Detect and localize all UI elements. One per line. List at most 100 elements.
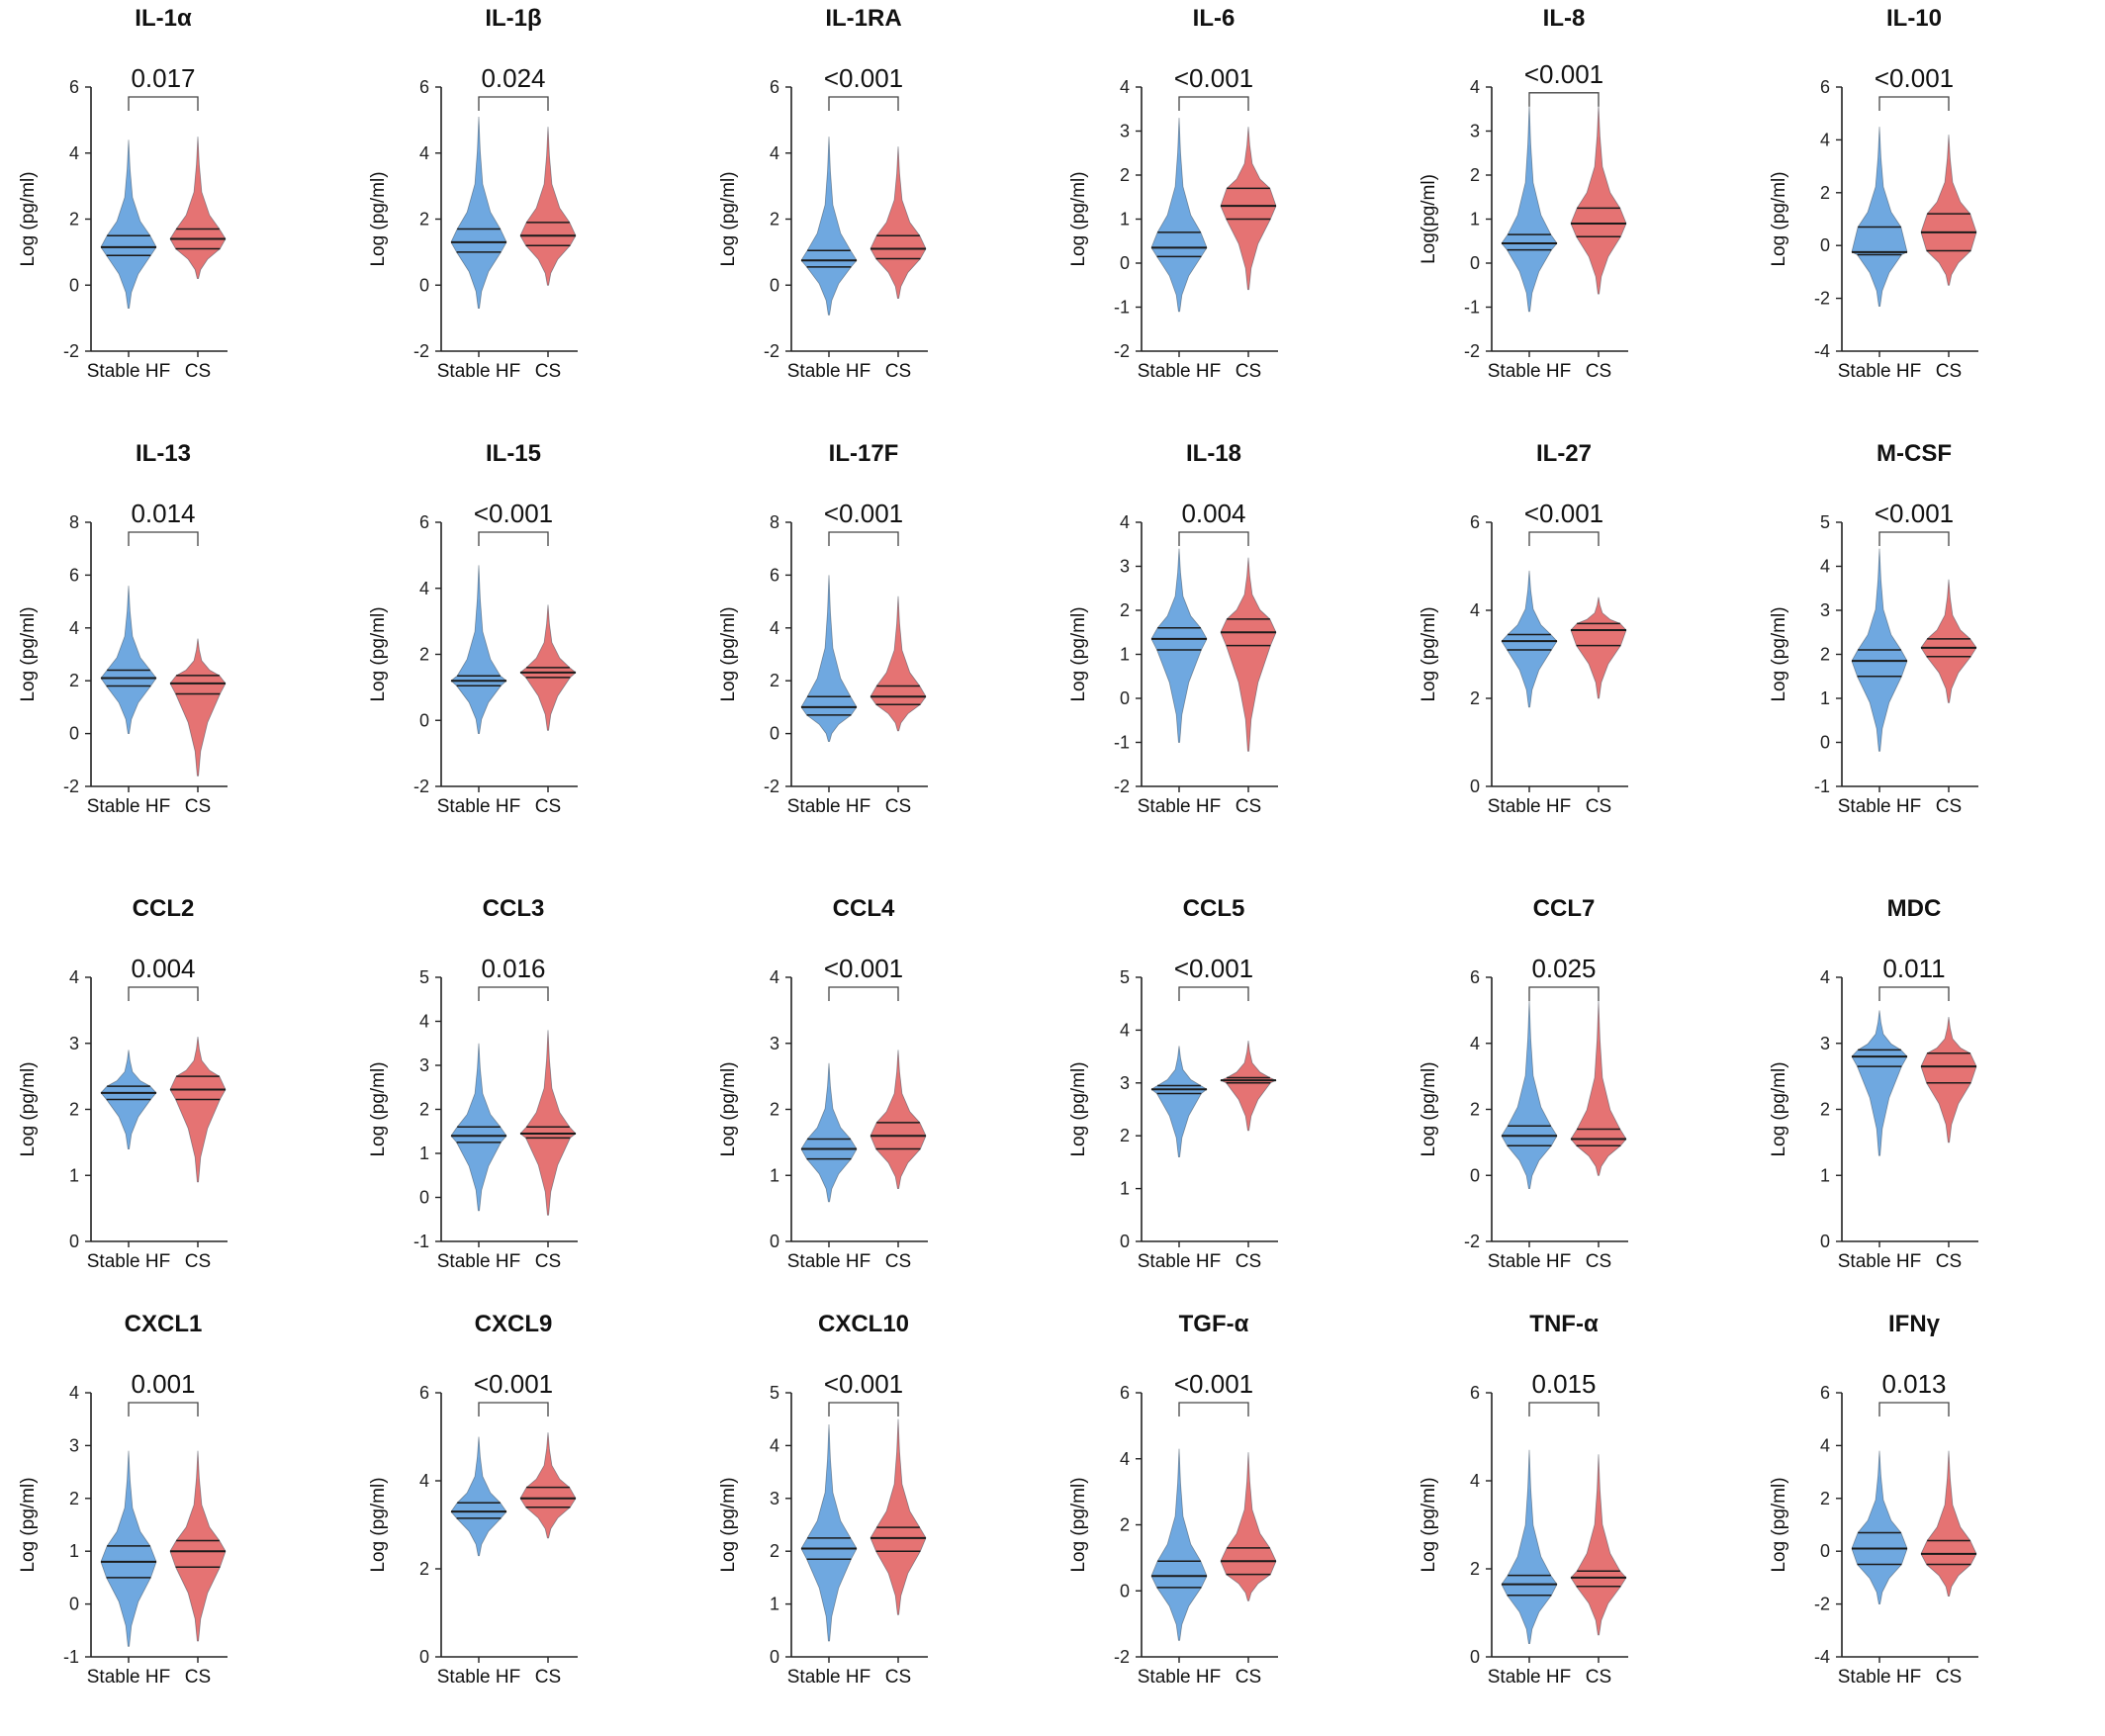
p-value-label: <0.001 (1174, 1369, 1253, 1399)
violin-cs (169, 137, 227, 279)
significance-bracket (128, 986, 199, 1001)
y-tick-label: -1 (413, 1232, 429, 1251)
violin-chart-svg: IL-1RA -2 0 2 4 6 Log (pg/ml) Stable HF CS <0.001 (718, 5, 928, 382)
y-axis-label: Log (pg/ml) (18, 1061, 39, 1156)
y-tick-label: 0 (419, 1188, 429, 1208)
violin-stable-hf (1150, 548, 1208, 743)
x-category-label: CS (535, 796, 561, 817)
y-tick-label: 0 (770, 1232, 779, 1251)
violin-panel: CXCL1 -1 0 1 2 3 4 Log (pg/ml) Stable HF CS 0.001 (0, 1306, 350, 1736)
y-tick-label: 4 (419, 1012, 429, 1032)
violin-chart-svg: MDC 0 1 2 3 4 Log (pg/ml) Stable HF CS 0.011 (1769, 895, 1978, 1272)
y-tick-label: -2 (1464, 1232, 1480, 1251)
violin-panel: CCL2 0 1 2 3 4 Log (pg/ml) Stable HF CS 0.004 (0, 890, 350, 1321)
y-tick-label: 3 (1120, 557, 1130, 577)
violin-stable-hf (800, 1062, 858, 1203)
x-category-label: Stable HF (1838, 796, 1921, 817)
x-category-label: CS (1586, 1667, 1611, 1688)
panel-title: IL-17F (829, 440, 899, 467)
y-tick-label: 2 (770, 1100, 779, 1120)
violin-stable-hf (100, 1450, 157, 1647)
violin-panel: IL-10 -4 -2 0 2 4 6 Log (pg/ml) Stable HF CS <0.00… (1751, 0, 2101, 430)
y-tick-label: 2 (770, 210, 779, 229)
y-tick-label: 0 (1120, 1232, 1130, 1251)
violin-stable-hf (1150, 1448, 1208, 1641)
violin-cs (1570, 596, 1627, 699)
violin-panel: IL-13 -2 0 2 4 6 8 Log (pg/ml) Stable HF CS 0.014 (0, 435, 350, 866)
violin-panel: CCL4 0 1 2 3 4 Log (pg/ml) Stable HF CS <0.001 (700, 890, 1051, 1321)
violin-cs (169, 1450, 227, 1642)
violin-cs (1920, 1450, 1977, 1597)
violin-stable-hf (450, 1436, 507, 1557)
y-tick-label: 1 (1120, 645, 1130, 665)
x-category-label: Stable HF (1138, 1667, 1221, 1688)
p-value-label: 0.017 (131, 63, 195, 93)
violin-panel: IL-17F -2 0 2 4 6 8 Log (pg/ml) Stable HF CS <0.00… (700, 435, 1051, 866)
p-value-label: <0.001 (474, 1369, 553, 1399)
violin-chart-svg: IL-18 -2 -1 0 1 2 3 4 Log (pg/ml) Stable HF CS 0.00… (1068, 440, 1278, 817)
x-category-label: CS (1236, 796, 1261, 817)
panel-title: IL-1β (485, 5, 541, 32)
panel-title: CXCL9 (475, 1311, 553, 1337)
x-category-label: CS (185, 1251, 211, 1272)
x-category-label: CS (1936, 1667, 1962, 1688)
panel-title: IFNγ (1888, 1311, 1941, 1337)
violin-chart-svg: IL-17F -2 0 2 4 6 8 Log (pg/ml) Stable HF CS <0.00… (718, 440, 928, 817)
y-tick-label: 4 (770, 967, 779, 987)
y-tick-label: 0 (1470, 253, 1480, 273)
violin-cs (869, 1418, 927, 1615)
significance-bracket (1528, 986, 1600, 1001)
y-tick-label: 4 (419, 579, 429, 598)
violin-panel: IL-1β -2 0 2 4 6 Log (pg/ml) Stable HF CS 0.024 (350, 0, 700, 430)
y-tick-label: 1 (1120, 1179, 1130, 1199)
y-tick-label: 2 (770, 1541, 779, 1561)
panel-title: CCL4 (833, 895, 895, 922)
y-tick-label: 3 (1120, 122, 1130, 141)
x-category-label: Stable HF (787, 1251, 870, 1272)
violin-stable-hf (800, 575, 858, 742)
violin-panel: IL-8 -2 -1 0 1 2 3 4 Log(pg/ml) Stable HF CS <0.001 (1401, 0, 1751, 430)
y-tick-label: 6 (1820, 1383, 1830, 1403)
significance-bracket (828, 1402, 899, 1416)
y-axis-label: Log (pg/ml) (1068, 606, 1089, 701)
y-tick-label: 0 (69, 724, 79, 744)
y-tick-label: 0 (770, 275, 779, 295)
y-tick-label: 5 (1820, 512, 1830, 532)
y-tick-label: -2 (1114, 341, 1130, 361)
panel-title: CCL3 (483, 895, 545, 922)
y-tick-label: 6 (419, 512, 429, 532)
y-tick-label: 5 (770, 1383, 779, 1403)
violin-cs (169, 1037, 227, 1183)
y-axis-label: Log (pg/ml) (18, 606, 39, 701)
x-category-label: Stable HF (1838, 1667, 1921, 1688)
y-tick-label: 2 (419, 1559, 429, 1579)
violin-chart-svg: CCL4 0 1 2 3 4 Log (pg/ml) Stable HF CS <0.001 (718, 895, 928, 1272)
p-value-label: 0.013 (1881, 1369, 1946, 1399)
panel-title: CCL5 (1183, 895, 1245, 922)
y-tick-label: -1 (1114, 733, 1130, 753)
x-category-label: Stable HF (87, 796, 170, 817)
y-tick-label: 0 (69, 1595, 79, 1614)
x-category-label: Stable HF (87, 1667, 170, 1688)
y-tick-label: 4 (770, 618, 779, 638)
y-axis-label: Log (pg/ml) (18, 1477, 39, 1572)
y-tick-label: 3 (1820, 600, 1830, 620)
violin-panel: IL-6 -2 -1 0 1 2 3 4 Log (pg/ml) Stable HF CS <0.00… (1051, 0, 1401, 430)
violin-chart-svg: M-CSF -1 0 1 2 3 4 5 Log (pg/ml) Stable HF CS <0.00… (1769, 440, 1978, 817)
panel-title: IL-18 (1186, 440, 1241, 467)
x-category-label: Stable HF (1138, 361, 1221, 382)
violin-cs (869, 146, 927, 299)
p-value-label: <0.001 (1174, 63, 1253, 93)
y-tick-label: 5 (1120, 967, 1130, 987)
violin-cs (1220, 1041, 1277, 1132)
y-tick-label: 2 (69, 1100, 79, 1120)
panel-title: CXCL1 (125, 1311, 203, 1337)
p-value-label: 0.001 (131, 1369, 195, 1399)
x-category-label: CS (1936, 1251, 1962, 1272)
violin-cs (519, 127, 577, 286)
panel-title: IL-13 (136, 440, 191, 467)
x-category-label: CS (885, 1667, 911, 1688)
y-tick-label: -1 (63, 1647, 79, 1667)
y-tick-label: 5 (419, 967, 429, 987)
